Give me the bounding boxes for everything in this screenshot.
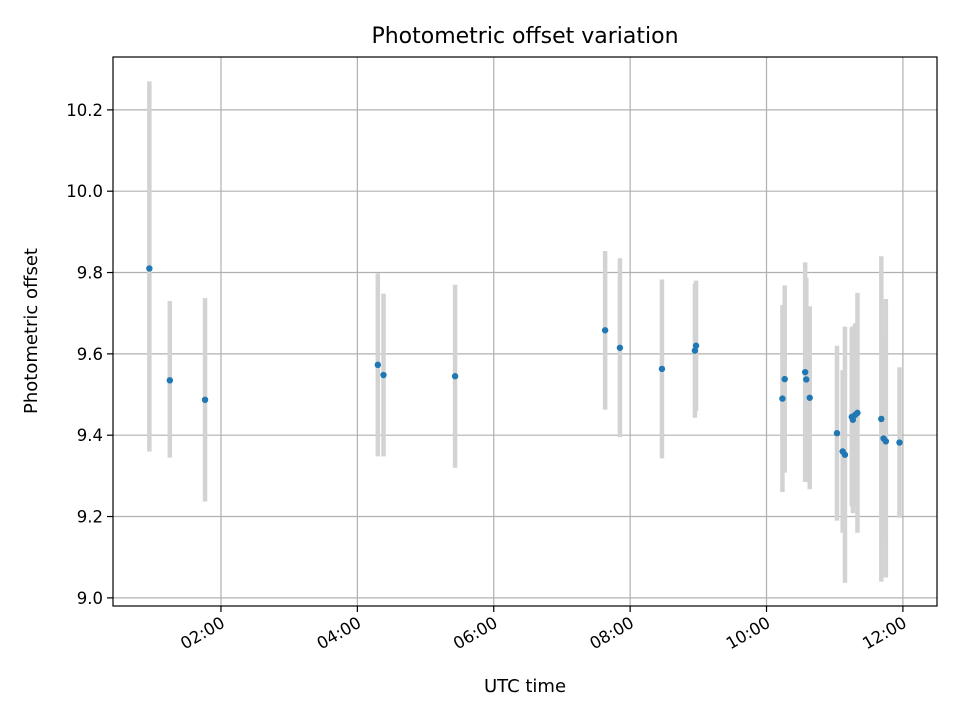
data-point — [801, 368, 809, 376]
data-point — [841, 451, 849, 458]
data-point — [166, 377, 174, 384]
data-point — [691, 347, 699, 354]
data-point — [854, 409, 861, 417]
y-axis-ticks: 9.0 9.2 9.4 9.6 9.8 10.0 10.2 — [66, 101, 113, 608]
x-axis-label: UTC time — [484, 676, 566, 697]
data-point — [849, 416, 857, 423]
chart-title: Photometric offset variation — [371, 24, 678, 49]
data-points — [146, 265, 903, 458]
data-point — [882, 438, 890, 445]
y-tick-label: 9.2 — [77, 508, 103, 527]
data-point — [146, 265, 153, 272]
y-tick-label: 10.2 — [66, 101, 103, 120]
data-point — [779, 395, 786, 402]
data-point — [833, 429, 841, 437]
data-point — [601, 327, 609, 334]
data-point — [806, 394, 813, 401]
y-tick-label: 9.0 — [77, 589, 103, 608]
data-point — [201, 396, 209, 404]
y-tick-label: 9.4 — [77, 426, 103, 445]
data-point — [781, 375, 788, 383]
data-point — [380, 371, 387, 379]
plot-frame — [112, 56, 938, 607]
data-point — [658, 365, 666, 373]
data-point — [451, 373, 459, 380]
data-point — [896, 439, 903, 446]
y-tick-label: 9.6 — [77, 345, 103, 364]
data-point — [692, 342, 700, 349]
data-point — [374, 361, 382, 369]
y-tick-label: 10.0 — [66, 182, 103, 201]
data-point — [803, 376, 810, 383]
grid-lines — [113, 57, 937, 606]
data-point — [616, 344, 624, 351]
y-tick-label: 9.8 — [77, 264, 103, 283]
data-point — [878, 415, 885, 423]
y-axis-label: Photometric offset — [21, 248, 42, 414]
